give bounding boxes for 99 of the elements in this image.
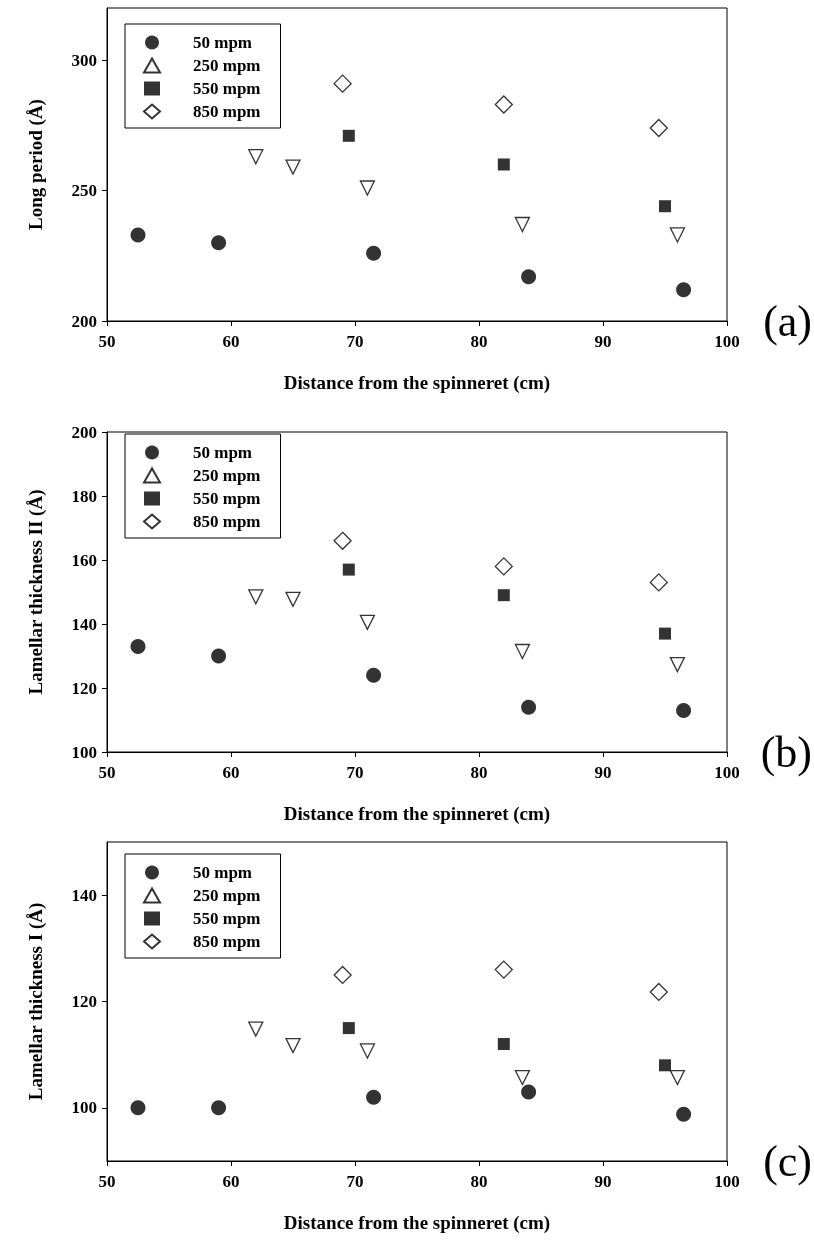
point <box>659 200 671 213</box>
text: (a) <box>763 296 813 346</box>
point <box>659 1059 671 1072</box>
legend-label: 550 mpm <box>193 79 261 98</box>
point <box>649 982 668 1002</box>
point <box>494 557 513 576</box>
y-tick-label: 120 <box>71 992 97 1011</box>
point <box>211 648 227 664</box>
legend-label: 850 mpm <box>193 102 261 121</box>
point <box>342 563 355 576</box>
legend-label: 850 mpm <box>193 932 261 951</box>
y-tick-label: 100 <box>71 742 97 762</box>
point <box>366 667 382 683</box>
point <box>285 159 301 175</box>
point <box>359 180 376 196</box>
point <box>285 1037 301 1054</box>
point <box>676 702 692 718</box>
text: (b) <box>760 727 813 777</box>
point <box>521 699 537 715</box>
x-tick-label: 60 <box>222 763 240 782</box>
x-tick-label: 50 <box>98 763 116 782</box>
point <box>248 1021 264 1037</box>
legend-label: 550 mpm <box>193 489 261 508</box>
point <box>359 614 376 631</box>
point <box>285 591 301 608</box>
text: (c) <box>763 1136 813 1186</box>
y-axis-title: Long period (Å) <box>25 99 47 230</box>
x-axis-title: Distance from the spinneret (cm) <box>283 803 551 825</box>
point <box>342 1022 355 1035</box>
x-tick-label: 50 <box>98 332 116 351</box>
point <box>676 282 692 298</box>
x-tick-label: 100 <box>714 332 740 351</box>
point <box>333 74 352 93</box>
point <box>649 118 668 138</box>
point <box>130 1100 146 1116</box>
point <box>669 656 686 673</box>
point <box>359 1043 376 1059</box>
x-tick-label: 100 <box>714 1172 740 1191</box>
point <box>659 627 671 640</box>
point <box>494 95 513 114</box>
x-tick-label: 80 <box>470 332 488 351</box>
y-tick-label: 120 <box>71 678 97 698</box>
point <box>342 129 355 142</box>
point <box>130 638 146 654</box>
point <box>333 965 352 985</box>
point <box>366 245 382 261</box>
x-tick-label: 90 <box>594 332 612 351</box>
legend-label: 250 mpm <box>193 466 261 485</box>
point <box>521 1084 537 1100</box>
point <box>366 1089 382 1105</box>
y-tick-label: 200 <box>71 311 97 331</box>
point <box>211 235 227 251</box>
point <box>248 589 264 605</box>
point <box>494 960 513 979</box>
legend-label: 250 mpm <box>193 56 261 75</box>
point <box>333 531 352 550</box>
x-tick-label: 60 <box>222 1172 240 1191</box>
x-tick-label: 70 <box>346 763 364 782</box>
y-tick-label: 250 <box>71 181 97 201</box>
y-axis-title: Lamellar thickness I (Å) <box>25 902 47 1101</box>
x-tick-label: 90 <box>594 1172 612 1191</box>
point <box>514 643 531 660</box>
y-tick-label: 140 <box>71 885 97 905</box>
point <box>649 573 668 592</box>
point <box>497 158 510 171</box>
point <box>676 1106 692 1122</box>
y-tick-label: 200 <box>71 422 97 442</box>
point <box>669 227 686 243</box>
legend-label: 50 mpm <box>193 863 253 882</box>
x-tick-label: 60 <box>222 332 240 351</box>
point <box>497 1038 510 1051</box>
point <box>130 227 146 243</box>
y-tick-label: 100 <box>71 1098 97 1118</box>
x-axis-title: Distance from the spinneret (cm) <box>283 372 551 394</box>
x-tick-label: 50 <box>98 1172 116 1191</box>
y-tick-label: 160 <box>71 550 97 570</box>
x-tick-label: 70 <box>346 332 364 351</box>
legend-label: 550 mpm <box>193 909 261 928</box>
legend-label: 250 mpm <box>193 886 261 905</box>
y-axis-title: Lamellar thickness II (Å) <box>25 489 47 695</box>
point <box>514 216 531 233</box>
x-tick-label: 80 <box>470 763 488 782</box>
point <box>497 589 510 602</box>
x-tick-label: 70 <box>346 1172 364 1191</box>
x-axis-title: Distance from the spinneret (cm) <box>283 1212 551 1234</box>
x-tick-label: 80 <box>470 1172 488 1191</box>
point <box>521 269 537 285</box>
point <box>514 1069 531 1086</box>
y-tick-label: 180 <box>71 486 97 506</box>
y-tick-label: 140 <box>71 614 97 634</box>
x-tick-label: 100 <box>714 763 740 782</box>
y-tick-label: 300 <box>71 50 97 70</box>
legend-label: 50 mpm <box>193 33 253 52</box>
point <box>669 1069 686 1086</box>
x-tick-label: 90 <box>594 763 612 782</box>
legend-label: 850 mpm <box>193 512 261 531</box>
point <box>211 1100 227 1116</box>
point <box>248 149 264 165</box>
legend-label: 50 mpm <box>193 443 253 462</box>
